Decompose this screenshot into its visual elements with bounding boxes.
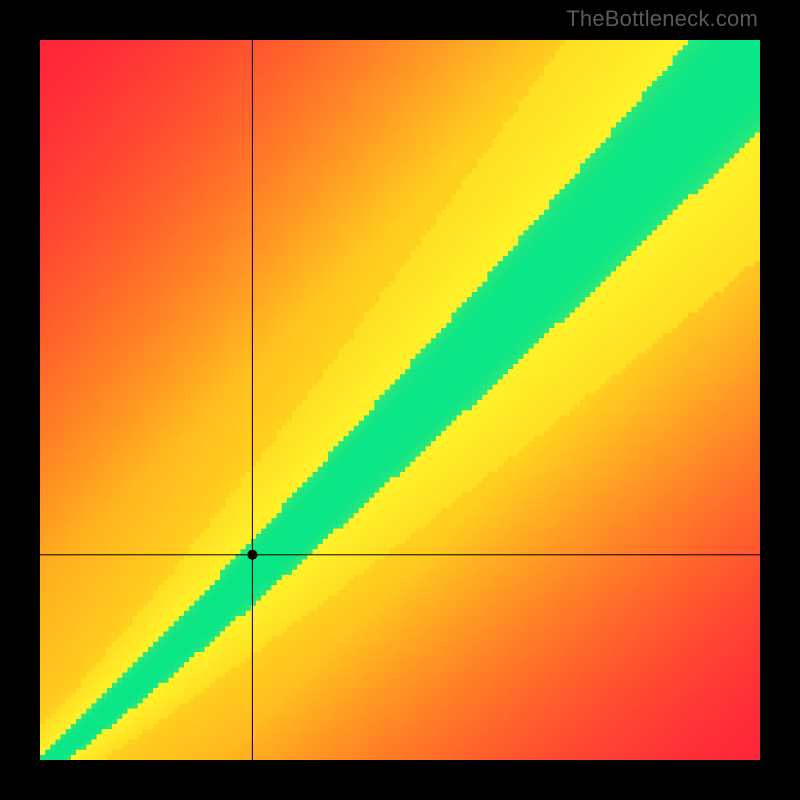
heatmap-canvas: [40, 40, 760, 760]
heatmap-plot: [40, 40, 760, 760]
watermark-text: TheBottleneck.com: [566, 6, 758, 32]
